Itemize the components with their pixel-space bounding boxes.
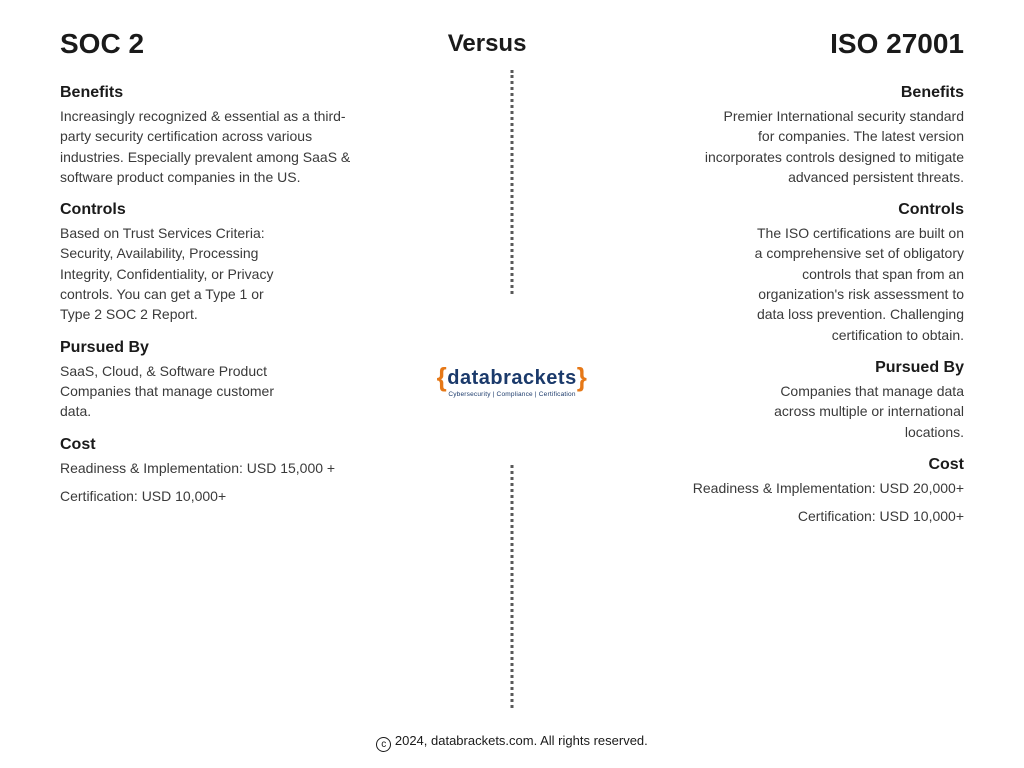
soc2-controls: Controls Based on Trust Services Criteri… [60, 201, 360, 324]
benefits-icon [539, 247, 579, 287]
brace-left-icon: { [437, 362, 448, 392]
cost-line2: Certification: USD 10,000+ [60, 486, 360, 506]
iso-controls: Controls The ISO certifications are buil… [664, 201, 964, 345]
soc2-cost: Cost Readiness & Implementation: USD 15,… [60, 436, 360, 507]
cost-icon [539, 473, 579, 513]
title-left: SOC 2 [60, 28, 144, 60]
column-soc2: Benefits Increasingly recognized & essen… [60, 70, 360, 532]
footer-copyright: c 2024, databrackets.com. All rights res… [0, 733, 1024, 752]
copyright-icon: c [376, 737, 391, 752]
brace-right-icon: } [577, 362, 588, 392]
section-heading: Cost [664, 456, 964, 474]
cost-line1: Readiness & Implementation: USD 20,000+ [664, 478, 964, 498]
footer-text: 2024, databrackets.com. All rights reser… [395, 733, 648, 748]
cost-line1: Readiness & Implementation: USD 15,000 + [60, 458, 360, 478]
iso-cost: Cost Readiness & Implementation: USD 20,… [664, 456, 964, 527]
soc2-benefits: Benefits Increasingly recognized & essen… [60, 84, 360, 187]
section-body: The ISO certifications are built on a co… [754, 223, 964, 345]
section-body: Based on Trust Services Criteria: Securi… [60, 223, 290, 324]
column-iso: Benefits Premier International security … [664, 70, 964, 532]
section-heading: Benefits [664, 84, 964, 102]
controls-icon [605, 313, 645, 353]
benefits-icon [445, 247, 485, 287]
header: SOC 2 Versus ISO 27001 [0, 0, 1024, 70]
brand-name: {databrackets} [432, 362, 592, 393]
section-heading: Controls [60, 201, 360, 219]
brand-logo: {databrackets} Cybersecurity | Complianc… [432, 362, 592, 398]
section-body: SaaS, Cloud, & Software Product Companie… [60, 361, 290, 422]
title-right: ISO 27001 [830, 28, 964, 60]
cost-icon [445, 473, 485, 513]
cost-line2: Certification: USD 10,000+ [664, 506, 964, 526]
brand-tagline: Cybersecurity | Compliance | Certificati… [432, 391, 592, 398]
iso-benefits: Benefits Premier International security … [664, 84, 964, 187]
section-heading: Controls [664, 201, 964, 219]
section-body: Premier International security standard … [704, 106, 964, 187]
controls-icon [379, 313, 419, 353]
pursued-icon [605, 407, 645, 447]
brand-text: databrackets [447, 367, 576, 389]
title-versus: Versus [448, 30, 527, 58]
section-body: Increasingly recognized & essential as a… [60, 106, 360, 187]
pursued-icon [379, 407, 419, 447]
center-wheel: {databrackets} Cybersecurity | Complianc… [332, 200, 692, 560]
section-heading: Cost [60, 436, 360, 454]
section-heading: Benefits [60, 84, 360, 102]
section-body: Companies that manage data across multip… [754, 381, 964, 442]
